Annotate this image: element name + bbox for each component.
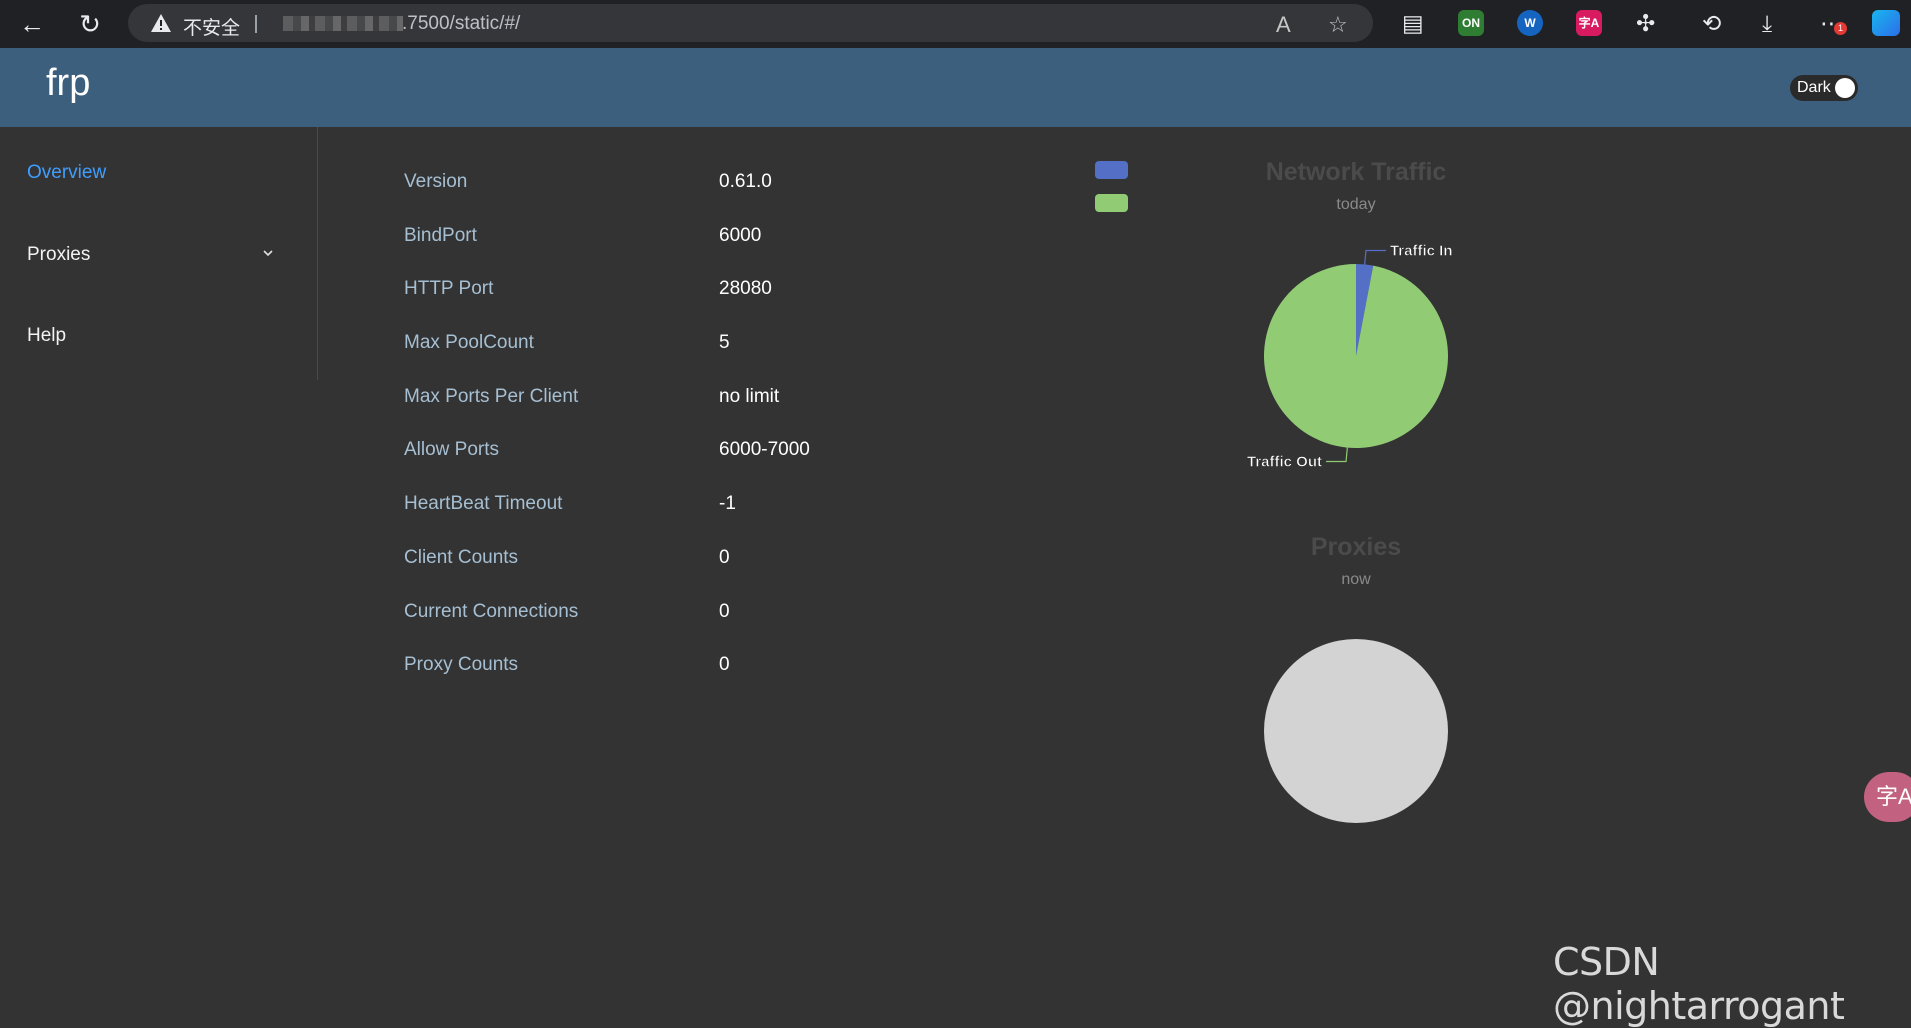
legend-traffic-in-swatch[interactable] [1095, 161, 1128, 179]
read-aloud-icon[interactable]: A [1276, 12, 1291, 37]
download-icon[interactable]: ⤓ [1762, 10, 1773, 36]
info-label: Allow Ports [404, 439, 500, 460]
info-label: Max PoolCount [404, 332, 534, 353]
favorite-star-icon[interactable]: ☆ [1328, 12, 1348, 37]
dark-mode-label: Dark [1797, 79, 1831, 96]
pie-label: Traffic In [1390, 242, 1453, 259]
sidebar-item-proxies[interactable]: Proxies [27, 244, 91, 265]
extension-bitwarden-icon[interactable]: W [1517, 10, 1543, 36]
info-value: 28080 [719, 278, 772, 299]
address-bar[interactable]: 不安全 .7500/static/#/ A ☆ [128, 4, 1373, 42]
proxies-empty-pie [1264, 639, 1448, 823]
info-value: no limit [719, 386, 780, 407]
app-header: frp Dark [0, 48, 1911, 127]
info-label: HeartBeat Timeout [404, 493, 563, 514]
sidebar-item-help[interactable]: Help [27, 325, 67, 346]
traffic-chart-title: Network Traffic [1265, 158, 1447, 186]
brand-logo[interactable]: frp [46, 62, 91, 104]
info-row-http-port: HTTP Port 28080 [404, 278, 964, 308]
dark-mode-toggle[interactable]: Dark [1790, 75, 1858, 101]
translate-fab[interactable]: 字A [1864, 772, 1911, 822]
info-value: 0.61.0 [719, 171, 772, 192]
info-row-max-poolcount: Max PoolCount 5 [404, 332, 964, 362]
pie-slice-traffic-in[interactable] [1356, 264, 1374, 356]
extension-sider-icon[interactable]: ON [1458, 10, 1484, 36]
info-row-client-counts: Client Counts 0 [404, 547, 964, 577]
info-row-max-ports-per-client: Max Ports Per Client no limit [404, 386, 964, 416]
browser-toolbar: ← ↻ 不安全 .7500/static/#/ A ☆ ▤ ON W 字A ✣ … [0, 0, 1911, 48]
legend-traffic-out-swatch[interactable] [1095, 194, 1128, 212]
reload-icon[interactable]: ↻ [79, 9, 101, 39]
info-row-allow-ports: Allow Ports 6000-7000 [404, 439, 964, 469]
back-icon[interactable]: ← [19, 9, 45, 39]
traffic-pie-chart: Traffic In Traffic Out [1247, 242, 1453, 471]
info-value: 0 [719, 654, 730, 675]
info-value: 0 [719, 547, 730, 568]
info-label: BindPort [404, 225, 477, 246]
label-line [1364, 249, 1386, 265]
blurred-host [283, 16, 403, 31]
pie-slice-traffic-out[interactable] [1264, 264, 1448, 448]
info-label: Max Ports Per Client [404, 386, 579, 407]
chevron-down-icon[interactable] [262, 247, 274, 259]
info-row-proxy-counts: Proxy Counts 0 [404, 654, 964, 684]
history-icon[interactable]: ⟲ [1702, 10, 1722, 36]
security-label[interactable]: 不安全 [183, 17, 241, 39]
divider [255, 15, 257, 33]
proxies-chart-subtitle: now [1341, 571, 1371, 588]
reading-list-icon[interactable]: ▤ [1402, 10, 1424, 36]
info-row-bindport: BindPort 6000 [404, 225, 964, 255]
info-label: Version [404, 171, 468, 192]
toggle-knob [1835, 78, 1855, 98]
notification-badge: 1 [1834, 22, 1847, 35]
sidebar [0, 127, 318, 380]
traffic-chart-subtitle: today [1336, 196, 1376, 213]
info-value: -1 [719, 493, 736, 514]
sidebar-item-overview[interactable]: Overview [27, 162, 107, 183]
url-text[interactable]: .7500/static/#/ [402, 13, 521, 34]
info-value: 5 [719, 332, 730, 353]
proxies-chart-title: Proxies [1310, 533, 1402, 561]
info-label: Current Connections [404, 601, 579, 622]
info-label: Proxy Counts [404, 654, 519, 675]
info-value: 6000 [719, 225, 762, 246]
info-label: Client Counts [404, 547, 519, 568]
warning-icon[interactable] [150, 13, 172, 33]
extension-translate-icon[interactable]: 字A [1576, 10, 1602, 36]
info-value: 6000-7000 [719, 439, 810, 460]
info-value: 0 [719, 601, 730, 622]
info-label: HTTP Port [404, 278, 494, 299]
label-line [1326, 447, 1348, 463]
copilot-icon[interactable] [1872, 10, 1900, 36]
extensions-puzzle-icon[interactable]: ✣ [1636, 10, 1656, 36]
info-row-current-connections: Current Connections 0 [404, 601, 964, 631]
info-row-heartbeat-timeout: HeartBeat Timeout -1 [404, 493, 964, 523]
proxies-pie-chart [1264, 639, 1448, 823]
pie-label: Traffic Out [1247, 454, 1322, 471]
watermark: CSDN @nightarrogant [1553, 940, 1845, 1028]
info-row-version: Version 0.61.0 [404, 171, 964, 201]
